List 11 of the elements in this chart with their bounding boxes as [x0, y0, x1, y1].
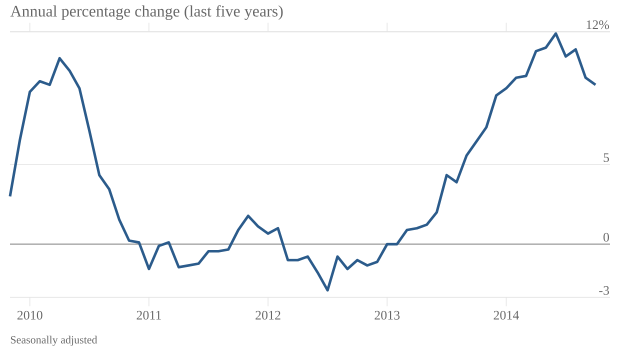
chart-title: Annual percentage change (last five years): [10, 5, 283, 20]
y-tick-label: 5: [604, 153, 609, 162]
x-tick-label: 2014: [494, 310, 519, 320]
x-tick-label: 2011: [136, 310, 161, 320]
x-tick-label: 2012: [256, 310, 280, 320]
y-tick-label: 12%: [586, 20, 610, 30]
text: Seasonally adjusted: [10, 336, 98, 346]
x-tick-label: 2013: [374, 310, 400, 320]
y-tick-label: 0: [603, 232, 609, 242]
x-tick-label: 2010: [17, 310, 42, 320]
y-tick-label: -3: [599, 286, 609, 295]
